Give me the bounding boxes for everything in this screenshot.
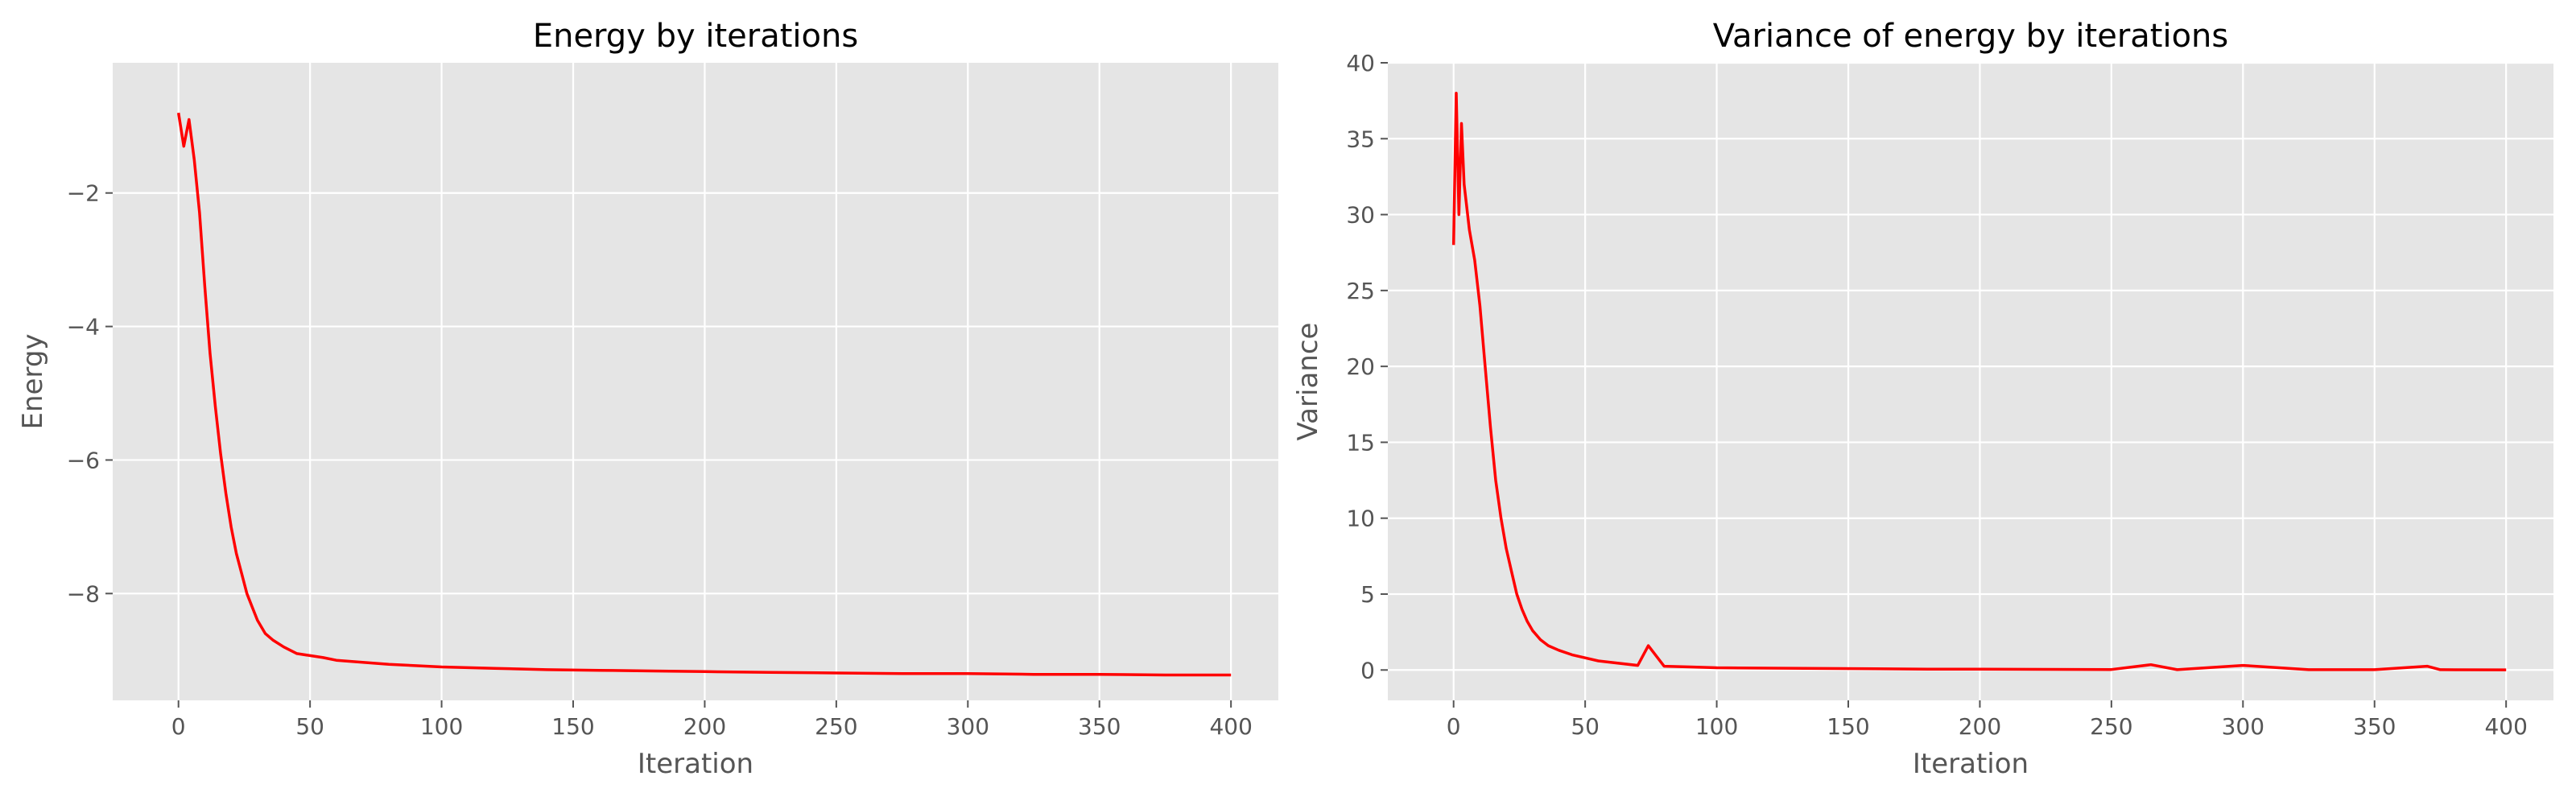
y-tick-label: 10	[1346, 506, 1375, 532]
series-line	[1451, 91, 2507, 671]
y-tick-label: 40	[1346, 50, 1375, 76]
x-tick-label: 0	[1447, 713, 1461, 740]
y-tick-label: −2	[67, 180, 100, 207]
plot-area	[113, 63, 1278, 700]
y-axis-label: Energy	[17, 333, 49, 429]
x-tick-label: 350	[1078, 713, 1121, 740]
y-tick-label: 15	[1346, 429, 1375, 456]
x-tick-label: 0	[171, 713, 186, 740]
x-tick-label: 200	[683, 713, 726, 740]
x-tick-label: 400	[2484, 713, 2527, 740]
x-tick-label: 350	[2353, 713, 2396, 740]
y-tick-label: 0	[1360, 657, 1375, 683]
y-tick-label: 35	[1346, 126, 1375, 152]
chart-2: 0 50 100 150 200 250 300 350 400 0 5 10 15 20 25 30 35 40…	[1292, 18, 2553, 780]
chart-title: Energy by iterations	[533, 18, 858, 55]
x-tick-label: 100	[420, 713, 463, 740]
x-tick-label: 150	[1827, 713, 1869, 740]
y-tick-label: −8	[67, 580, 100, 607]
x-tick-label: 200	[1959, 713, 2001, 740]
x-tick-label: 250	[815, 713, 857, 740]
x-tick-label: 300	[947, 713, 989, 740]
x-tick-label: 300	[2222, 713, 2264, 740]
x-tick-label: 250	[2090, 713, 2132, 740]
plot-area	[1388, 63, 2553, 700]
y-axis-label: Variance	[1292, 323, 1324, 441]
series-line	[176, 112, 1232, 677]
x-axis-label: Iteration	[638, 748, 753, 780]
y-tick-label: 30	[1346, 202, 1375, 229]
x-tick-label: 150	[551, 713, 594, 740]
x-tick-label: 100	[1695, 713, 1738, 740]
x-tick-label: 400	[1209, 713, 1252, 740]
x-axis-label: Iteration	[1913, 748, 2029, 780]
y-tick-label: −4	[67, 314, 100, 341]
chart-1: 0 50 100 150 200 250 300 350 400 −2 −4 −6 −8 Energy b…	[17, 18, 1278, 780]
y-tick-label: 5	[1360, 581, 1375, 608]
x-tick-label: 50	[295, 713, 324, 740]
x-tick-label: 50	[1571, 713, 1600, 740]
y-tick-label: −6	[67, 447, 100, 473]
y-tick-label: 25	[1346, 278, 1375, 304]
chart-title: Variance of energy by iterations	[1713, 18, 2228, 55]
y-tick-label: 20	[1346, 353, 1375, 380]
